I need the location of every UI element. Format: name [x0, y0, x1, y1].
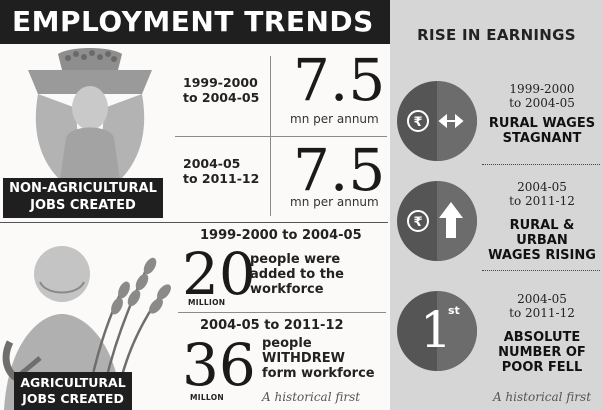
ag-row2-desc: people WITHDREW form workforce [262, 336, 375, 381]
ag-row2-period: 2004-05 to 2011-12 [200, 318, 344, 333]
ag-row2-value: 36 [182, 331, 256, 399]
earnings-separator-1 [482, 164, 600, 165]
employment-panel: EMPLOYMENT TRENDS NON-AGRICULTURAL JOBS … [0, 0, 390, 410]
earnings-title: RISE IN EARNINGS [417, 26, 576, 44]
first-rank-suffix: st [448, 304, 460, 317]
agricultural-label: AGRICULTURAL JOBS CREATED [14, 372, 132, 410]
earnings-item3-note: A historical first [492, 390, 592, 404]
non-agricultural-label-line1: NON-AGRICULTURAL [9, 181, 157, 196]
non-agricultural-label: NON-AGRICULTURAL JOBS CREATED [3, 178, 163, 218]
first-rank-number: 1 [420, 301, 452, 359]
earnings-panel: RISE IN EARNINGS ₹ 1999-2000 to 2004-05 … [390, 0, 603, 410]
ag-row1-period: 1999-2000 to 2004-05 [200, 228, 362, 243]
non-ag-row2-unit: mn per annum [290, 195, 379, 209]
svg-text:₹: ₹ [413, 115, 422, 130]
agricultural-label-line2: JOBS CREATED [22, 391, 124, 406]
non-ag-row2-value: 7.5 [293, 136, 386, 204]
earnings-item1-heading: RURAL WAGES STAGNANT [488, 116, 596, 146]
earnings-item3-period: 2004-05 to 2011-12 [509, 292, 575, 320]
ag-row1-value-unit: MILLION [188, 298, 226, 307]
divider-section [0, 222, 388, 223]
ag-row1-desc: people were added to the workforce [250, 252, 344, 297]
page-title: EMPLOYMENT TRENDS [12, 5, 374, 38]
divider-ag-row [178, 312, 386, 313]
rupee-rising-icon: ₹ [397, 181, 477, 261]
ag-row1-value: 20 [182, 240, 256, 308]
non-ag-row1-period: 1999-2000 to 2004-05 [183, 75, 260, 105]
non-ag-row1-value: 7.5 [293, 46, 386, 114]
ag-row2-note: A historical first [262, 390, 361, 404]
non-agricultural-label-line2: JOBS CREATED [30, 198, 136, 213]
svg-text:₹: ₹ [413, 215, 422, 230]
earnings-item3-heading: ABSOLUTE NUMBER OF POOR FELL [498, 330, 586, 375]
rupee-stagnant-icon: ₹ [397, 81, 477, 161]
ag-row2-value-unit: MILLON [190, 393, 224, 402]
non-ag-row1-unit: mn per annum [290, 112, 379, 126]
first-rank-icon [397, 291, 477, 371]
title-bar: EMPLOYMENT TRENDS [0, 0, 390, 44]
earnings-item2-heading: RURAL & URBAN WAGES RISING [488, 218, 596, 263]
basket-woman-illustration [28, 48, 152, 180]
agricultural-label-line1: AGRICULTURAL [20, 375, 126, 390]
divider-row-1 [175, 136, 387, 137]
earnings-item1-period: 1999-2000 to 2004-05 [509, 82, 575, 110]
earnings-item2-period: 2004-05 to 2011-12 [509, 180, 575, 208]
earnings-separator-2 [482, 270, 600, 271]
non-ag-row2-period: 2004-05 to 2011-12 [183, 156, 260, 186]
